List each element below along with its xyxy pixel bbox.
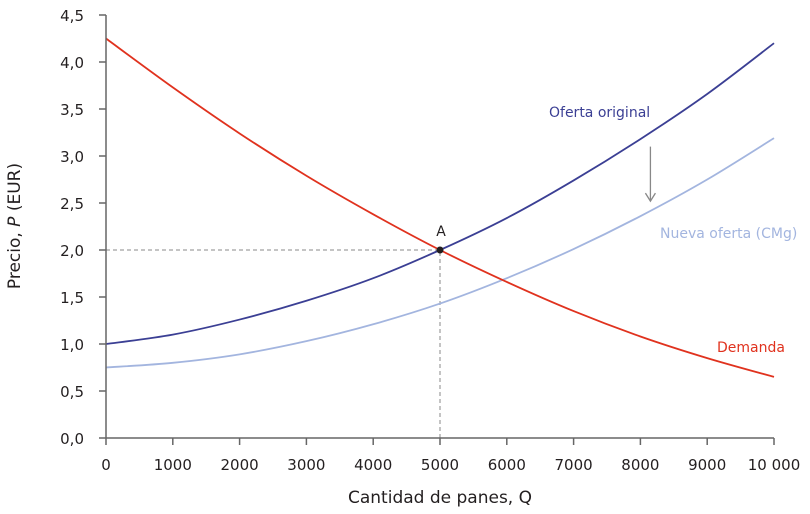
label-oferta-original: Oferta original — [549, 105, 650, 121]
x-tick-label: 9000 — [688, 456, 726, 474]
x-tick-label: 1000 — [154, 456, 192, 474]
y-axis-ticks: 0,0 0,5 1,0 1,5 2,0 2,5 3,0 3,5 4,0 4,5 — [60, 7, 106, 448]
x-tick-label: 5000 — [421, 456, 459, 474]
y-tick-label: 0,5 — [60, 383, 84, 401]
x-tick-label: 10 000 — [748, 456, 801, 474]
curve-oferta-original — [105, 42, 775, 345]
x-tick-label: 0 — [101, 456, 111, 474]
x-tick-label: 7000 — [555, 456, 593, 474]
y-tick-label: 4,0 — [60, 54, 84, 72]
curve-demanda — [105, 37, 775, 378]
equilibrium-guides — [106, 249, 441, 438]
shift-arrow-icon — [644, 146, 656, 203]
x-tick-label: 8000 — [621, 456, 659, 474]
y-axis-title-suffix: (EUR) — [5, 163, 25, 217]
y-tick-label: 3,5 — [60, 101, 84, 119]
y-axis-title: Precio, P (EUR) — [5, 163, 25, 289]
axes: 0,0 0,5 1,0 1,5 2,0 2,5 3,0 3,5 4,0 4,5 0 1000 2000… — [60, 7, 800, 474]
y-tick-label: 2,0 — [60, 242, 84, 260]
label-point-a: A — [436, 224, 446, 240]
curve-nueva-oferta-cmg — [105, 137, 775, 369]
x-axis-ticks: 0 1000 2000 3000 4000 5000 6000 7000 8000 9000 10 … — [101, 438, 800, 474]
label-nueva-oferta: Nueva oferta (CMg) — [660, 226, 797, 242]
y-tick-label: 3,0 — [60, 148, 84, 166]
y-tick-label: 2,5 — [60, 195, 84, 213]
point-a-marker — [436, 246, 444, 254]
x-axis-title: Cantidad de panes, Q — [348, 488, 532, 508]
y-tick-label: 1,0 — [60, 336, 84, 354]
x-tick-label: 4000 — [354, 456, 392, 474]
x-tick-label: 6000 — [488, 456, 526, 474]
equilibrium-point-a — [436, 246, 444, 254]
label-demanda: Demanda — [717, 340, 785, 356]
y-axis-title-var: P — [5, 216, 25, 227]
y-tick-label: 4,5 — [60, 7, 84, 25]
curves — [105, 37, 775, 378]
plot-area — [105, 37, 775, 438]
x-tick-label: 2000 — [221, 456, 259, 474]
y-tick-label: 0,0 — [60, 430, 84, 448]
y-axis-title-prefix: Precio, — [5, 227, 25, 289]
y-tick-label: 1,5 — [60, 289, 84, 307]
x-tick-label: 3000 — [287, 456, 325, 474]
